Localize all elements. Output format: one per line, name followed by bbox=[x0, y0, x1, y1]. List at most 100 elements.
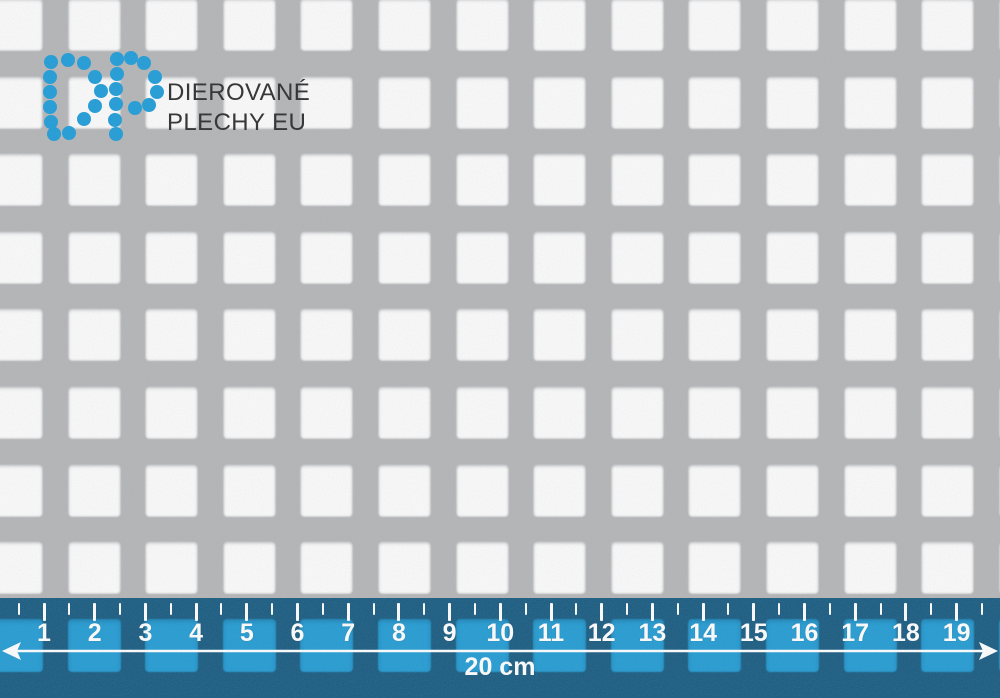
logo-line-2: PLECHY EU bbox=[167, 109, 307, 136]
perforation-hole bbox=[843, 0, 897, 51]
perforation-hole bbox=[455, 541, 509, 595]
perforation-hole bbox=[533, 541, 587, 595]
perforation-hole bbox=[67, 308, 121, 362]
perforation-hole bbox=[843, 386, 897, 439]
perforation-hole bbox=[378, 386, 431, 439]
perforation-hole bbox=[222, 386, 276, 439]
logo-wordmark: DIEROVANÉ PLECHY EU bbox=[167, 78, 310, 138]
perforation-hole bbox=[0, 153, 43, 207]
perforation-hole bbox=[0, 308, 43, 362]
perforation-hole bbox=[455, 75, 509, 129]
perforation-hole bbox=[0, 541, 43, 595]
ruler-overlay: 1 2 3 4 5 6 7 8 9 10 11 12 13 14 15 16 17 18 19 20 cm bbox=[0, 598, 1000, 698]
perforation-hole bbox=[378, 153, 431, 207]
perforation-hole bbox=[766, 230, 819, 284]
perforation-hole bbox=[455, 386, 509, 439]
perforation-hole bbox=[67, 541, 121, 595]
ruler-unit-label: 20 cm bbox=[464, 653, 536, 681]
perforation-hole bbox=[766, 541, 819, 595]
perforation-hole bbox=[222, 153, 276, 207]
perforation-hole bbox=[843, 153, 897, 207]
perforation-hole bbox=[688, 153, 742, 207]
perforation-hole bbox=[610, 308, 664, 362]
perforation-hole bbox=[378, 463, 431, 517]
perforation-hole bbox=[455, 463, 509, 517]
perforation-hole bbox=[688, 230, 742, 284]
perforation-hole bbox=[610, 0, 664, 51]
perforation-hole bbox=[533, 75, 587, 129]
perforation-hole bbox=[222, 541, 276, 595]
perforation-hole bbox=[378, 230, 431, 284]
perforation-hole bbox=[67, 463, 121, 517]
perforation-hole bbox=[300, 308, 354, 362]
perforation-hole bbox=[455, 230, 509, 284]
perforation-hole bbox=[610, 541, 664, 595]
perforation-hole bbox=[766, 386, 819, 439]
perforation-hole bbox=[300, 463, 354, 517]
logo-line-1: DIEROVANÉ bbox=[167, 79, 311, 106]
perforation-hole bbox=[921, 308, 975, 362]
perforation-hole bbox=[843, 230, 897, 284]
measurement-arrow bbox=[2, 642, 998, 660]
perforation-hole bbox=[533, 230, 587, 284]
perforation-hole bbox=[378, 0, 431, 51]
perforation-hole bbox=[688, 541, 742, 595]
perforation-hole bbox=[222, 230, 276, 284]
perforation-hole bbox=[766, 308, 819, 362]
perforation-hole bbox=[688, 0, 742, 51]
perforation-hole bbox=[67, 230, 121, 284]
perforation-hole bbox=[145, 308, 199, 362]
perforation-hole bbox=[766, 75, 819, 129]
perforation-hole bbox=[67, 0, 121, 51]
perforation-hole bbox=[533, 386, 587, 439]
perforation-hole bbox=[610, 463, 664, 517]
perforation-hole bbox=[843, 463, 897, 517]
perforation-hole bbox=[145, 0, 199, 51]
perforation-hole bbox=[921, 541, 975, 595]
perforation-hole bbox=[300, 541, 354, 595]
perforation-hole bbox=[688, 386, 742, 439]
perforation-hole bbox=[145, 153, 199, 207]
perforation-hole bbox=[921, 463, 975, 517]
perforation-hole bbox=[67, 386, 121, 439]
perforation-hole bbox=[455, 0, 509, 51]
perforation-hole bbox=[0, 463, 43, 517]
perforation-hole bbox=[455, 308, 509, 362]
perforation-hole bbox=[145, 230, 199, 284]
perforation-hole bbox=[378, 541, 431, 595]
perforation-hole bbox=[0, 230, 43, 284]
perforation-hole bbox=[0, 386, 43, 439]
perforation-hole bbox=[300, 0, 354, 51]
perforation-hole bbox=[688, 463, 742, 517]
perforation-hole bbox=[921, 153, 975, 207]
perforation-hole bbox=[843, 75, 897, 129]
perforation-hole bbox=[610, 153, 664, 207]
perforation-hole bbox=[145, 541, 199, 595]
perforation-hole bbox=[222, 308, 276, 362]
perforation-hole bbox=[843, 308, 897, 362]
perforation-hole bbox=[0, 75, 43, 129]
perforation-hole bbox=[300, 386, 354, 439]
perforation-hole bbox=[533, 0, 587, 51]
perforation-hole bbox=[145, 463, 199, 517]
perforation-hole bbox=[533, 308, 587, 362]
perforation-hole bbox=[921, 230, 975, 284]
perforation-hole bbox=[533, 153, 587, 207]
perforation-hole bbox=[610, 386, 664, 439]
perforation-hole bbox=[843, 541, 897, 595]
perforation-hole bbox=[0, 0, 43, 51]
perforation-hole bbox=[921, 386, 975, 439]
perforation-hole bbox=[145, 386, 199, 439]
perforation-hole bbox=[688, 75, 742, 129]
perforation-hole bbox=[766, 153, 819, 207]
perforation-hole bbox=[222, 463, 276, 517]
perforation-hole bbox=[921, 75, 975, 129]
dp-dot-logo-icon bbox=[43, 51, 164, 141]
perforation-hole bbox=[921, 0, 975, 51]
perforation-hole bbox=[378, 75, 431, 129]
perforation-hole bbox=[533, 463, 587, 517]
perforation-hole bbox=[766, 463, 819, 517]
perforation-hole bbox=[610, 75, 664, 129]
